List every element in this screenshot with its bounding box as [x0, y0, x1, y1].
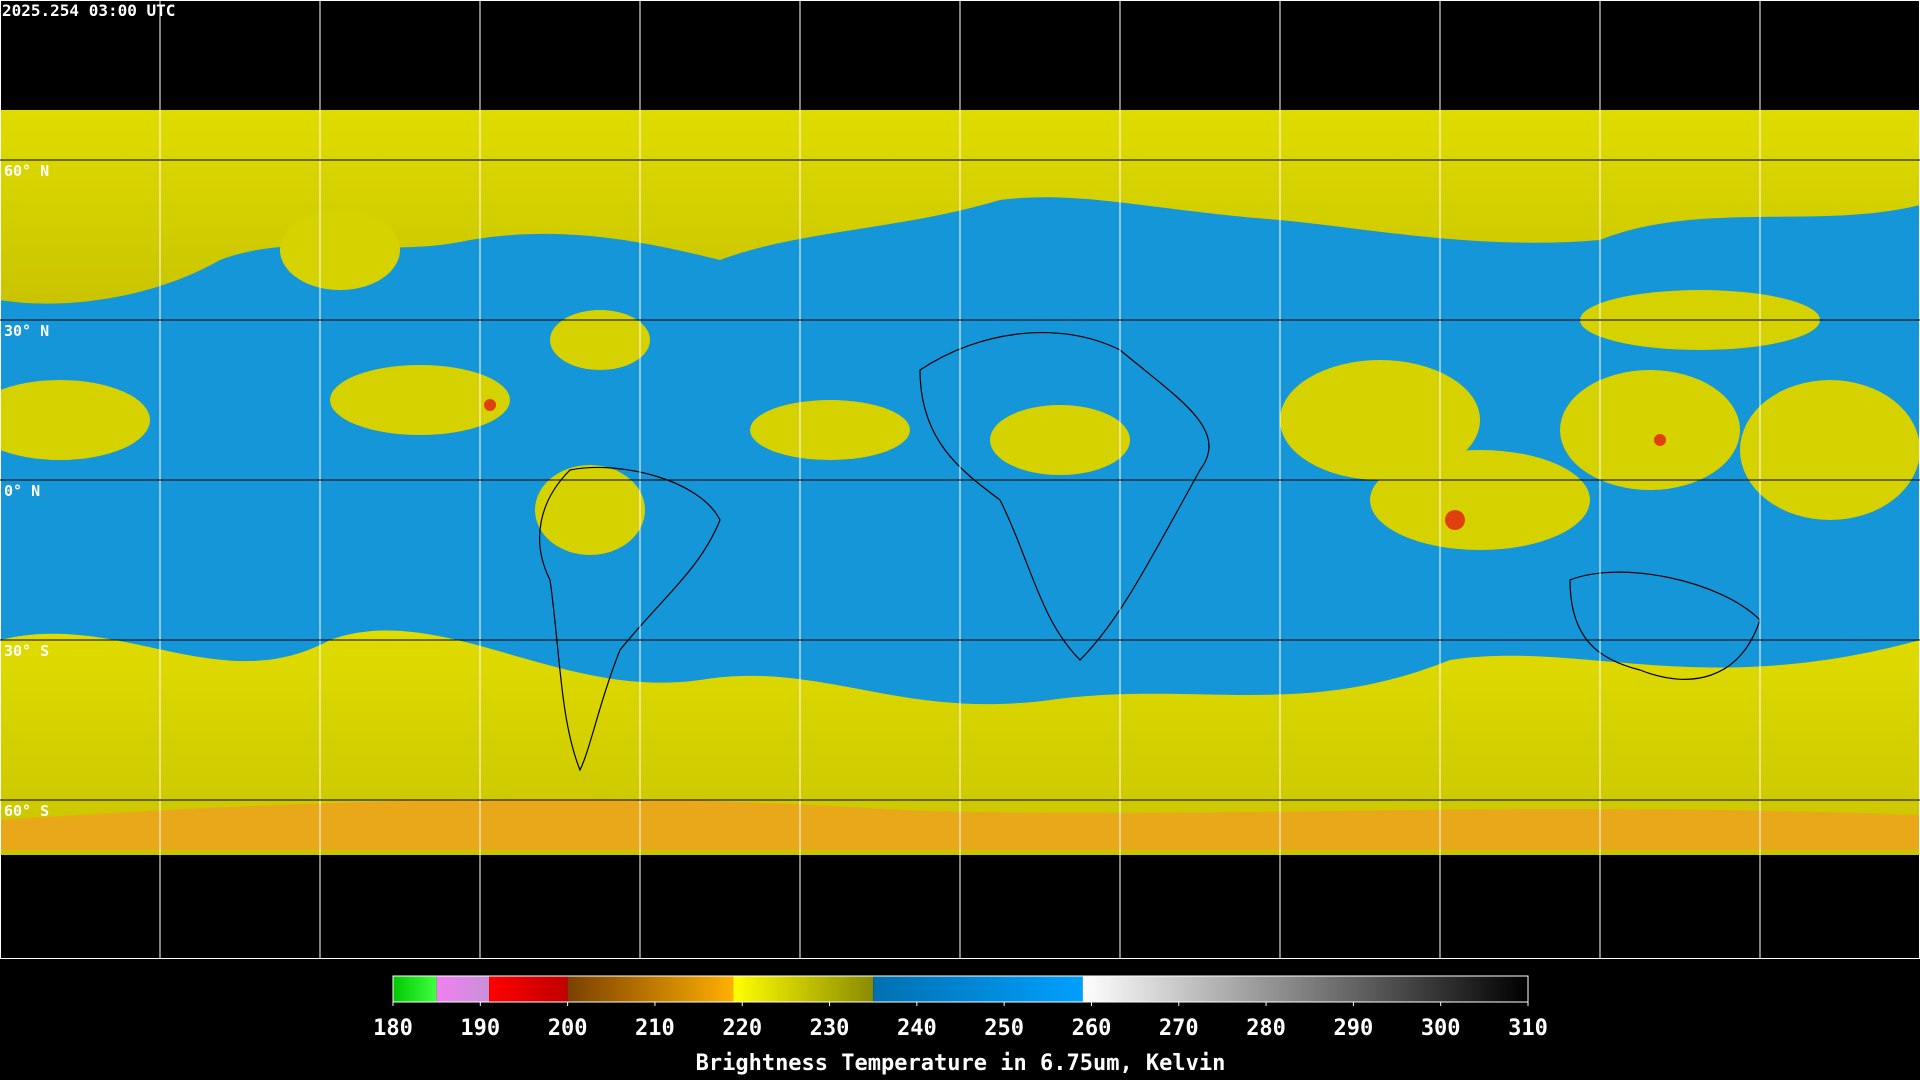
colorbar-tick-label: 280: [1246, 1016, 1286, 1041]
latitude-label: 60° N: [4, 162, 49, 180]
latitude-label: 30° S: [4, 642, 49, 660]
latitude-label: 0° N: [4, 482, 40, 500]
colorbar-tick-label: 290: [1334, 1016, 1374, 1041]
colorbar-segment: [436, 976, 490, 1002]
coastlines: [539, 331, 1761, 772]
latitude-label: 30° N: [4, 322, 49, 340]
latitude-label: 60° S: [4, 802, 49, 820]
colorbar-segment: [1082, 976, 1528, 1002]
colorbar-tick-label: 220: [722, 1016, 762, 1041]
colorbar-tick-label: 310: [1508, 1016, 1548, 1041]
colorbar-tick-label: 190: [460, 1016, 500, 1041]
timestamp: 2025.254 03:00 UTC: [2, 1, 175, 20]
colorbar-tick-label: 180: [373, 1016, 413, 1041]
colorbar-tick-label: 300: [1421, 1016, 1461, 1041]
colorbar-tick-label: 260: [1072, 1016, 1112, 1041]
colorbar-segment: [733, 976, 874, 1002]
graticule: [0, 0, 1920, 959]
colorbar-frame: [392, 975, 1529, 1003]
colorbar-title: Brightness Temperature in 6.75um, Kelvin: [696, 1051, 1226, 1076]
colorbar-segment: [567, 976, 734, 1002]
colorbar-tick-label: 240: [897, 1016, 937, 1041]
colorbar-segment: [393, 976, 437, 1002]
deep-convection: [484, 399, 1666, 530]
colorbar-tick-label: 230: [810, 1016, 850, 1041]
colorbar-tick-label: 250: [984, 1016, 1024, 1041]
colorbar-tick-label: 210: [635, 1016, 675, 1041]
colorbar-tick-label: 270: [1159, 1016, 1199, 1041]
colorbar-tick-label: 200: [548, 1016, 588, 1041]
colorbar-segment: [873, 976, 1083, 1002]
colorbar-segment: [489, 976, 568, 1002]
